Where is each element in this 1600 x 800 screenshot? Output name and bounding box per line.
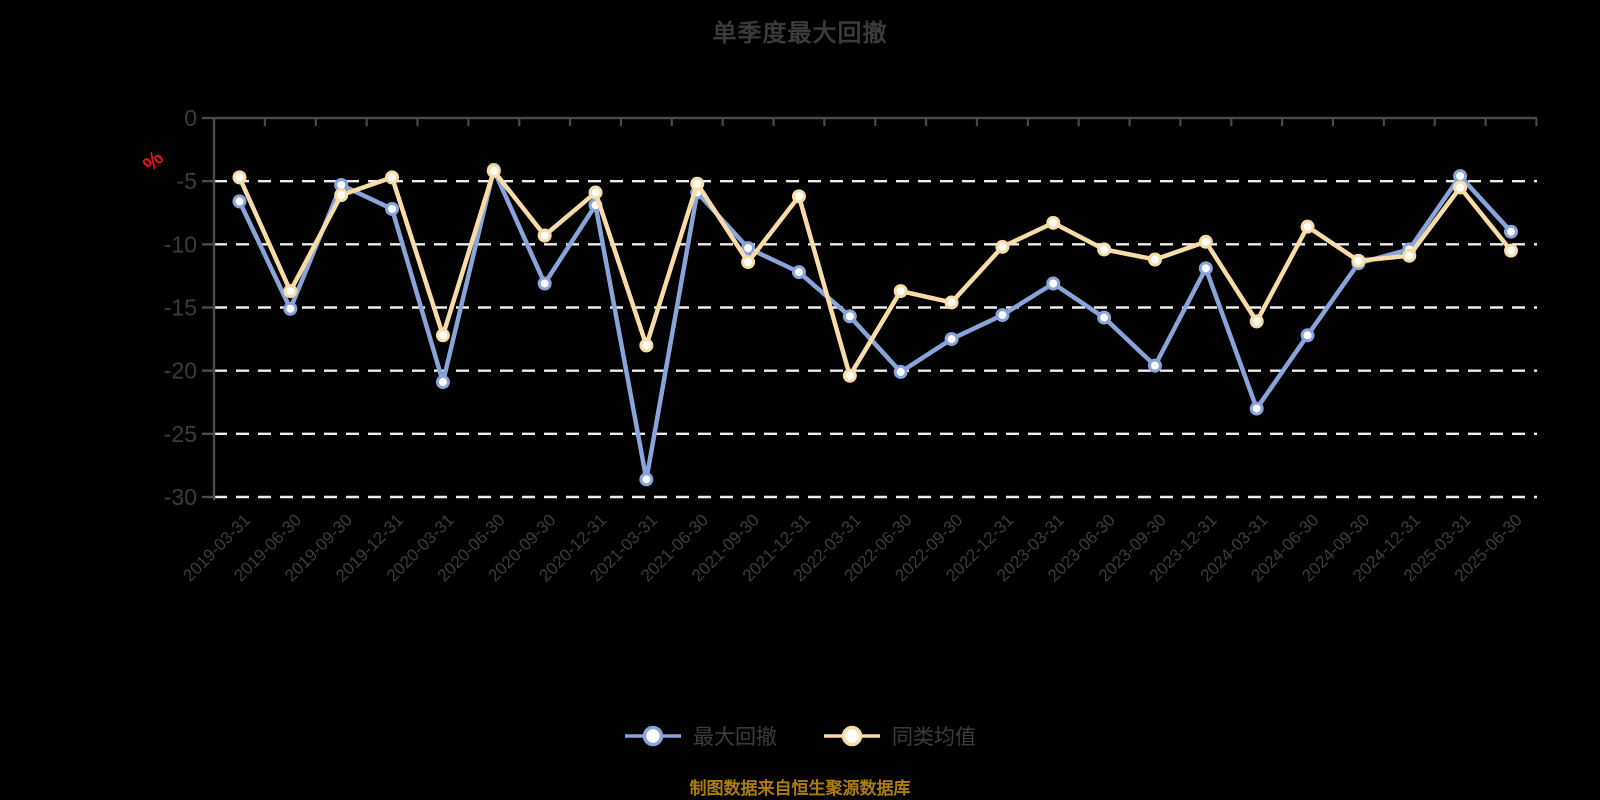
data-point [741, 241, 756, 256]
series-line-0 [237, 167, 1514, 482]
legend-item-category-average[interactable]: 同类均值 [823, 721, 976, 751]
data-point [842, 368, 857, 383]
data-point [1046, 215, 1061, 230]
data-point [1402, 248, 1417, 263]
data-point [588, 185, 603, 200]
data-point [1249, 314, 1264, 329]
data-point [385, 201, 400, 216]
data-point [537, 276, 552, 291]
blue-line-marker-icon [625, 725, 681, 747]
data-point [1453, 169, 1468, 184]
data-point [537, 228, 552, 243]
data-point [1097, 310, 1112, 325]
y-tick-label: -25 [164, 421, 197, 447]
data-point [334, 188, 349, 203]
data-point [1504, 243, 1518, 258]
data-point [283, 284, 298, 299]
data-point [791, 265, 806, 280]
data-point [995, 239, 1010, 254]
legend-item-max-drawdown[interactable]: 最大回撤 [624, 721, 777, 751]
data-point [639, 338, 654, 353]
data-point [842, 309, 857, 324]
data-point [1249, 401, 1264, 416]
legend-label-category-average: 同类均值 [892, 726, 976, 749]
data-point [486, 164, 501, 179]
legend-label-max-drawdown: 最大回撤 [693, 726, 777, 749]
data-point [283, 301, 298, 316]
data-point [1300, 219, 1315, 234]
data-point [741, 255, 756, 270]
data-point [791, 189, 806, 204]
data-point [893, 364, 908, 379]
data-point [1504, 224, 1518, 239]
data-point [893, 284, 908, 299]
data-point [232, 194, 247, 209]
y-tick-label: 0 [184, 105, 197, 131]
data-source-note: 制图数据来自恒生聚源数据库 [689, 779, 911, 798]
data-point [1147, 252, 1162, 267]
data-point [639, 472, 654, 487]
data-point [1453, 180, 1468, 195]
data-point [1300, 328, 1315, 343]
yellow-line-marker-icon [824, 725, 880, 747]
y-tick-label: -10 [164, 231, 197, 257]
data-point [995, 308, 1010, 323]
data-point [1351, 253, 1366, 268]
data-point [1147, 358, 1162, 373]
y-tick-label: -15 [164, 295, 197, 321]
data-point [435, 328, 450, 343]
data-point [690, 176, 705, 191]
data-point [1198, 261, 1213, 276]
chart-title: 单季度最大回撤 [712, 20, 888, 47]
data-point [232, 170, 247, 185]
y-tick-label: -30 [164, 484, 197, 510]
data-point [944, 295, 959, 310]
data-point [1198, 234, 1213, 249]
y-tick-label: -20 [164, 358, 197, 384]
y-tick-label: -5 [177, 168, 197, 194]
data-point [385, 170, 400, 185]
y-axis-unit-label: % [139, 146, 169, 176]
data-point [1046, 276, 1061, 291]
legend: 最大回撤 同类均值 [0, 721, 1600, 751]
data-point [435, 375, 450, 390]
data-point [944, 332, 959, 347]
data-point [1097, 242, 1112, 257]
series-line-1 [237, 168, 1514, 378]
